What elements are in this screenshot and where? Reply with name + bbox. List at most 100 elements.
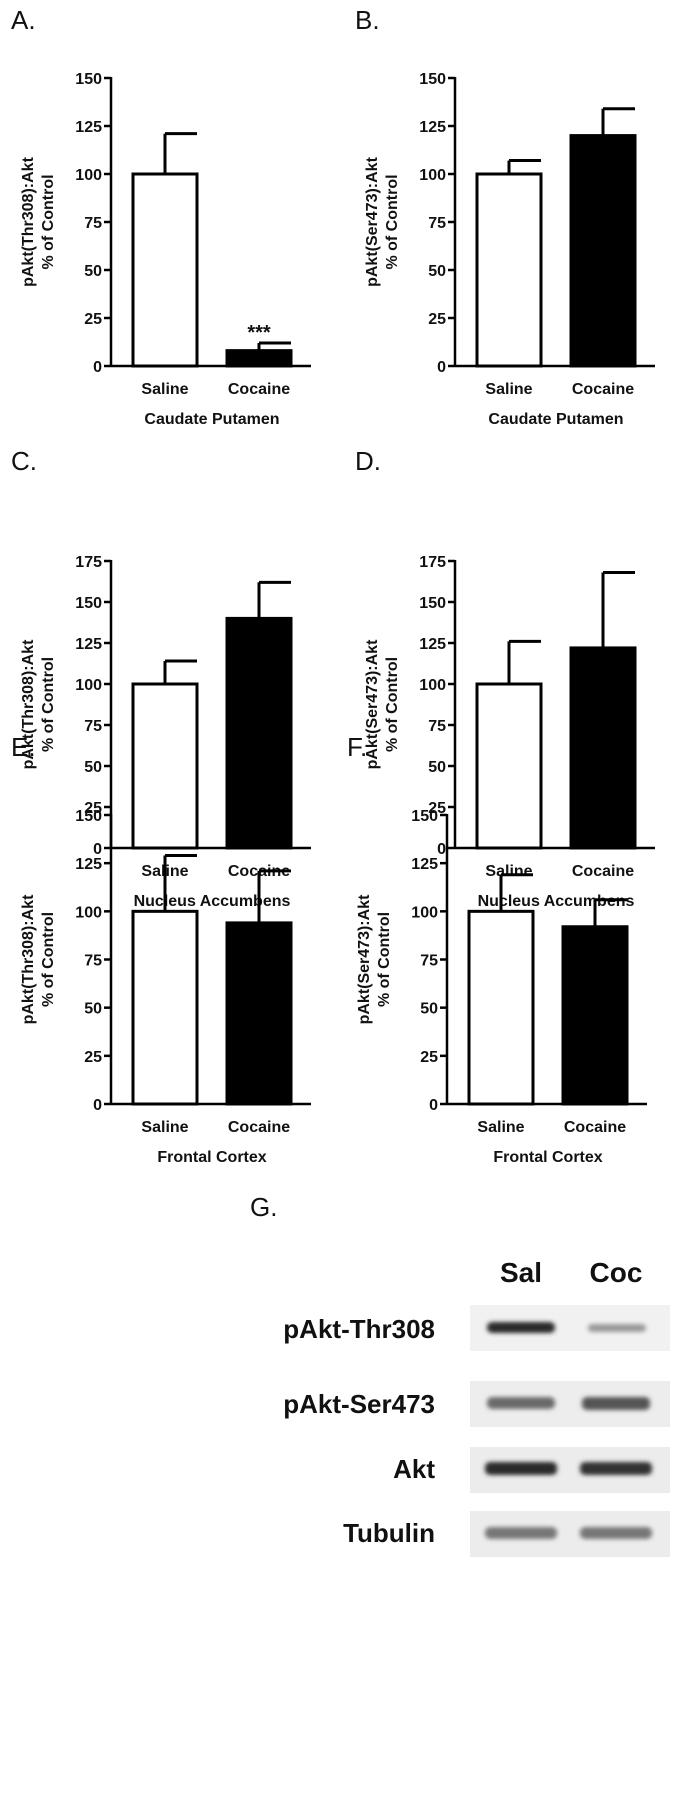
band	[582, 1397, 650, 1410]
y-tick-label: 75	[84, 953, 102, 970]
row-label: Akt	[393, 1454, 435, 1484]
y-tick-label: 125	[411, 856, 438, 873]
panel-label: E.	[11, 732, 36, 762]
y-axis-label: % of Control	[384, 174, 401, 269]
x-tick-label: Saline	[141, 381, 188, 398]
y-tick-label: 75	[84, 718, 102, 735]
y-tick-label: 0	[93, 1097, 102, 1114]
blot-panel: G. Sal Coc pAkt-Thr308 pAkt-Ser473 Akt T…	[250, 1192, 670, 1557]
y-tick-label: 100	[411, 904, 438, 921]
x-tick-label: Cocaine	[572, 863, 634, 880]
y-tick-label: 50	[84, 759, 102, 776]
bar	[569, 646, 637, 850]
y-tick-label: 25	[428, 311, 446, 328]
y-axis-label: % of Control	[40, 912, 57, 1007]
band	[580, 1527, 652, 1539]
panel-label: A.	[11, 5, 36, 35]
y-tick-label: 100	[419, 677, 446, 694]
x-tick-label: Cocaine	[572, 381, 634, 398]
row-label: pAkt-Thr308	[283, 1314, 435, 1344]
bar	[131, 909, 199, 1106]
lane-label: Sal	[500, 1257, 542, 1288]
x-tick-label: Cocaine	[228, 1119, 290, 1136]
y-tick-label: 125	[419, 636, 446, 653]
y-tick-label: 125	[419, 119, 446, 136]
y-axis-label: % of Control	[40, 174, 57, 269]
band	[588, 1324, 646, 1332]
band	[485, 1527, 557, 1539]
bar	[131, 682, 199, 850]
y-tick-label: 100	[75, 677, 102, 694]
y-axis-label: pAkt(Thr308):Akt	[20, 639, 37, 769]
band	[485, 1462, 557, 1475]
row-label: Tubulin	[343, 1518, 435, 1548]
x-axis-label: Nucleus Accumbens	[134, 893, 291, 910]
bar	[467, 909, 535, 1106]
x-tick-label: Saline	[141, 1119, 188, 1136]
y-tick-label: 50	[84, 1001, 102, 1018]
y-tick-label: 100	[75, 904, 102, 921]
y-axis-label: pAkt(Ser473):Akt	[364, 639, 381, 769]
chart-panel: D. pAkt(Ser473):Akt% of Control 0 25 50 75 100…	[355, 446, 655, 910]
y-tick-label: 75	[428, 718, 446, 735]
y-tick-label: 150	[411, 808, 438, 825]
y-tick-label: 25	[84, 800, 102, 817]
lane-label: Coc	[590, 1257, 643, 1288]
chart-panel: E. pAkt(Thr308):Akt% of Control 0 25 50 75 100…	[11, 732, 311, 1166]
y-tick-label: 50	[84, 263, 102, 280]
y-axis-label: % of Control	[376, 912, 393, 1007]
y-tick-label: 25	[84, 1049, 102, 1066]
bar	[475, 172, 543, 368]
band	[487, 1322, 555, 1333]
y-tick-label: 0	[437, 359, 446, 376]
x-tick-label: Saline	[477, 1119, 524, 1136]
chart-panel: B. pAkt(Ser473):Akt% of Control 0 25 50 75 100…	[355, 5, 655, 428]
x-tick-label: Saline	[485, 863, 532, 880]
chart-panel: A. pAkt(Thr308):Akt% of Control 0 25 50 75 100…	[11, 5, 311, 428]
y-tick-label: 50	[428, 263, 446, 280]
band	[487, 1397, 555, 1409]
y-tick-label: 25	[84, 311, 102, 328]
chart-panel: C. pAkt(Thr308):Akt% of Control 0 25 50 75 100…	[11, 446, 311, 910]
y-axis-label: pAkt(Ser473):Akt	[356, 894, 373, 1024]
y-tick-label: 150	[419, 595, 446, 612]
x-axis-label: Caudate Putamen	[144, 411, 279, 428]
y-tick-label: 100	[75, 167, 102, 184]
y-axis-label: pAkt(Thr308):Akt	[20, 894, 37, 1024]
y-tick-label: 150	[419, 71, 446, 88]
y-tick-label: 125	[75, 856, 102, 873]
y-tick-label: 0	[429, 1097, 438, 1114]
y-axis-label: pAkt(Thr308):Akt	[20, 156, 37, 286]
y-tick-label: 75	[84, 215, 102, 232]
y-axis-label: % of Control	[384, 657, 401, 752]
y-tick-label: 50	[420, 1001, 438, 1018]
panel-label: F.	[347, 732, 367, 762]
y-tick-label: 25	[428, 800, 446, 817]
y-axis-label: % of Control	[40, 657, 57, 752]
y-tick-label: 50	[428, 759, 446, 776]
x-axis-label: Caudate Putamen	[488, 411, 623, 428]
panel-label: C.	[11, 446, 37, 476]
bar	[131, 172, 199, 368]
bar	[569, 134, 637, 368]
y-tick-label: 175	[419, 554, 446, 571]
y-tick-label: 150	[75, 595, 102, 612]
panel-label: G.	[250, 1192, 277, 1222]
bar	[475, 682, 543, 850]
y-tick-label: 0	[93, 841, 102, 858]
annotation: ***	[247, 322, 271, 344]
y-tick-label: 175	[75, 554, 102, 571]
y-tick-label: 0	[93, 359, 102, 376]
y-tick-label: 75	[420, 953, 438, 970]
bar	[225, 349, 293, 368]
x-tick-label: Cocaine	[564, 1119, 626, 1136]
y-tick-label: 125	[75, 119, 102, 136]
y-tick-label: 150	[75, 71, 102, 88]
y-tick-label: 150	[75, 808, 102, 825]
y-tick-label: 25	[420, 1049, 438, 1066]
panel-label: D.	[355, 446, 381, 476]
bar	[225, 921, 293, 1106]
chart-panel: F. pAkt(Ser473):Akt% of Control 0 25 50 75 100…	[347, 732, 647, 1166]
